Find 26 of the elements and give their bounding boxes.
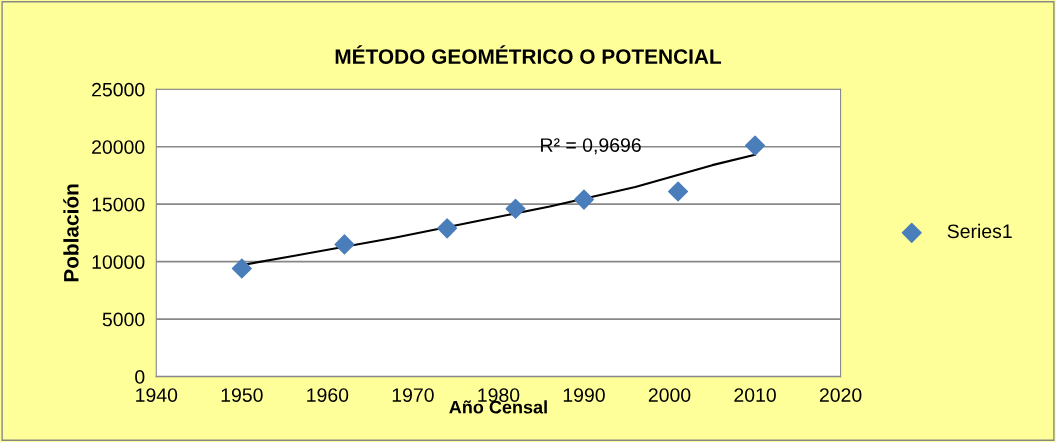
x-tick-label: 2020 [819,388,862,402]
point [505,198,526,219]
chart-title: MÉTODO GEOMÉTRICO O POTENCIAL [335,45,722,64]
point [334,234,355,255]
annotation: R² = 0,9696 [541,138,641,155]
y-tick-label: 20000 [92,140,145,154]
y-axis-title: Población [63,184,79,282]
x-tick-label: 1960 [307,388,349,402]
y-tick-label: 10000 [92,255,145,269]
point [573,189,594,210]
point [231,258,252,279]
y-tick-label: 5000 [102,312,145,327]
x-tick-label: 2010 [734,388,776,402]
x-tick-label: 1990 [563,388,605,402]
x-tick-label: 1950 [221,388,263,402]
y-tick-label: 25000 [92,82,145,97]
x-tick-label: 1940 [136,388,178,402]
x-tick-label: 1970 [392,388,434,402]
y-tick-label: 15000 [92,197,145,212]
legend-label: Series1 [947,223,1012,239]
y-tick-label: 0 [135,370,145,384]
point [745,135,766,156]
x-tick-label: 1980 [478,388,520,402]
point [437,218,458,239]
x-tick-label: 2000 [648,388,691,402]
point [668,181,689,202]
